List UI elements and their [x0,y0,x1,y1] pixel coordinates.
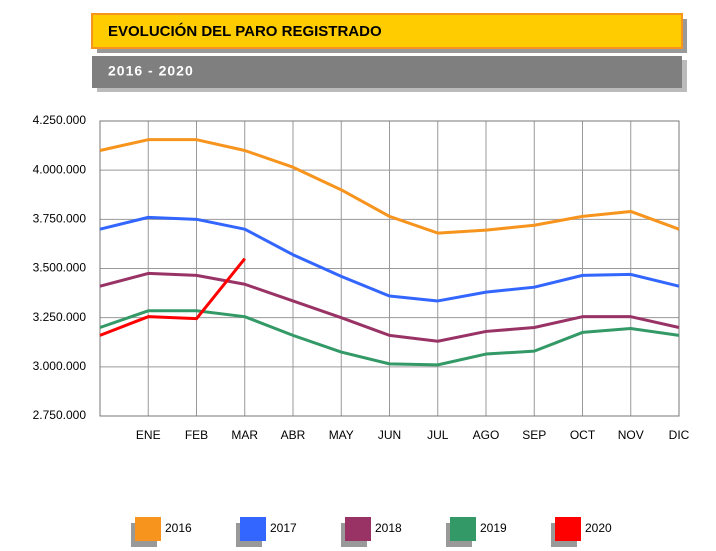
x-tick-label: OCT [570,428,596,442]
chart-subtitle: 2016 - 2020 [108,63,194,79]
y-tick-label: 3.500.000 [33,261,87,275]
series-line [99,271,680,343]
series-line [99,138,680,235]
x-tick-label: AGO [473,428,500,442]
plot-border [99,120,680,417]
legend-label: 2018 [375,521,402,535]
x-tick-label: SEP [522,428,546,442]
legend-label: 2016 [165,521,192,535]
legend-swatch [345,517,371,541]
subtitle-box [92,56,682,88]
legend-label: 2017 [270,521,297,535]
legend-label: 2020 [585,521,612,535]
y-tick-label: 4.000.000 [33,162,87,176]
chart-title: EVOLUCIÓN DEL PARO REGISTRADO [108,22,382,40]
x-tick-label: ENE [136,428,161,442]
series-line [99,257,246,337]
legend-swatch [450,517,476,541]
y-tick-label: 4.250.000 [33,113,87,127]
x-tick-label: JUN [378,428,401,442]
x-tick-label: MAY [329,428,354,442]
x-tick-label: FEB [185,428,208,442]
title-box [91,13,683,49]
legend-swatch [555,517,581,541]
legend-swatch [240,517,266,541]
y-tick-label: 3.250.000 [33,310,87,324]
legend-swatch [135,517,161,541]
x-tick-label: JUL [427,428,449,442]
legend-label: 2019 [480,521,507,535]
y-tick-label: 3.750.000 [33,212,87,226]
series-line [99,309,680,367]
x-tick-label: MAR [231,428,258,442]
x-tick-label: DIC [669,428,690,442]
y-tick-label: 2.750.000 [33,408,87,422]
series-line [99,215,680,303]
y-tick-label: 3.000.000 [33,359,87,373]
x-tick-label: ABR [281,428,306,442]
x-tick-label: NOV [618,428,644,442]
